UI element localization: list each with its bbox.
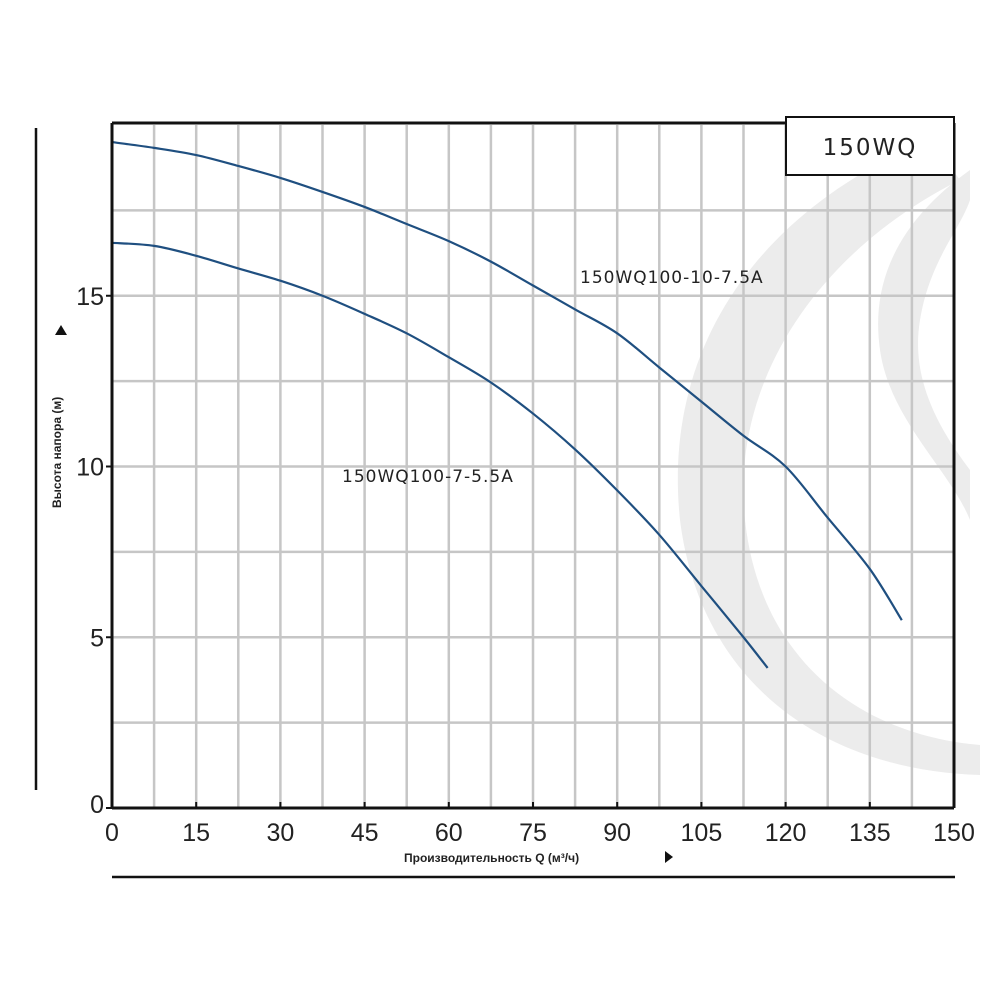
series-label-1: 150WQ100-10-7.5A	[580, 268, 764, 288]
series-curve-2	[111, 241, 769, 669]
x-tick-label: 45	[351, 819, 379, 847]
tick-labels: 0 15 30 45 60 75 90 105 120 135 150 0 5 10 15	[76, 283, 975, 847]
y-tick-label: 10	[76, 454, 104, 482]
y-tick-label: 0	[90, 791, 104, 819]
series-curve-1	[111, 140, 903, 621]
x-axis-label: Производительность Q (м³/ч)	[404, 851, 579, 865]
x-tick-label: 0	[105, 819, 119, 847]
watermark-swirl-right	[878, 170, 970, 520]
title-box	[785, 116, 955, 176]
x-tick-label: 120	[765, 819, 807, 847]
x-tick-label: 60	[435, 819, 463, 847]
y-tick-label: 15	[76, 283, 104, 311]
grid	[112, 125, 954, 808]
y-axis-arrow-icon	[55, 325, 67, 335]
x-axis-arrow-icon	[665, 851, 673, 863]
x-tick-label: 150	[933, 819, 975, 847]
x-tick-label: 75	[519, 819, 547, 847]
x-tick-label: 105	[681, 819, 723, 847]
y-axis-label: Высота напора (м)	[50, 397, 64, 508]
watermark-swirl-left	[677, 140, 980, 775]
x-tick-label: 90	[603, 819, 631, 847]
x-tick-label: 135	[849, 819, 891, 847]
chart-title: 150WQ	[823, 135, 918, 161]
x-tick-label: 15	[182, 819, 210, 847]
curves	[111, 140, 903, 669]
series-label-2: 150WQ100-7-5.5A	[342, 467, 514, 487]
y-tick-label: 5	[90, 624, 104, 652]
x-tick-label: 30	[266, 819, 294, 847]
watermark-logo	[677, 140, 980, 775]
